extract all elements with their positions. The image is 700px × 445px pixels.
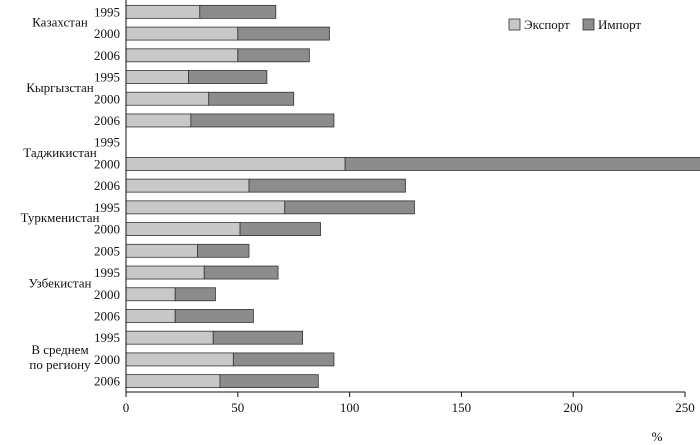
- x-tick-label: 150: [452, 400, 472, 415]
- import-bar: [232, 352, 335, 367]
- year-label: 2006: [94, 113, 121, 128]
- year-label: 2006: [94, 48, 121, 63]
- import-bar: [199, 4, 277, 19]
- export-bar: [125, 265, 205, 280]
- x-ticks-layer: 0 50 100 150 200 250: [123, 392, 695, 415]
- import-bar: [344, 157, 700, 171]
- year-labels-layer: 1995 2000 2006 1995 2000 2006 1995 2000 2006 1995…: [94, 4, 121, 388]
- import-bar: [203, 265, 279, 280]
- country-label-line: по региону: [29, 357, 91, 372]
- year-label: 1995: [94, 70, 120, 85]
- bars-layer: [125, 4, 700, 389]
- export-bar: [125, 157, 346, 171]
- year-label: 1995: [94, 265, 120, 280]
- x-tick-label: 200: [563, 400, 583, 415]
- export-bar: [125, 374, 221, 389]
- import-bar: [174, 309, 254, 323]
- legend-export-swatch: [508, 18, 521, 31]
- export-bar: [125, 309, 176, 323]
- import-bar: [237, 48, 310, 63]
- year-label: 2000: [94, 222, 120, 237]
- import-bar: [197, 243, 250, 258]
- export-bar: [125, 113, 192, 128]
- import-bar: [208, 91, 295, 106]
- country-label: Узбекистан: [28, 275, 91, 290]
- year-label: 2000: [94, 26, 120, 41]
- year-label: 1995: [94, 4, 120, 19]
- export-bar: [125, 243, 198, 258]
- x-axis-label: %: [652, 429, 663, 444]
- country-label: Таджикистан: [23, 145, 97, 160]
- x-tick-label: 0: [123, 400, 130, 415]
- country-label: Кыргызстан: [26, 80, 93, 95]
- import-bar: [219, 374, 319, 389]
- import-bar: [237, 26, 330, 41]
- country-label: Туркменистан: [21, 210, 100, 225]
- x-tick-label: 100: [340, 400, 360, 415]
- country-labels-layer: Казахстан Кыргызстан Таджикистан Туркменист…: [21, 15, 100, 372]
- export-bar: [125, 287, 176, 302]
- year-label: 2000: [94, 352, 120, 367]
- export-bar: [125, 178, 250, 193]
- legend-import-swatch: [582, 18, 595, 31]
- import-bar: [212, 330, 304, 345]
- year-label: 2005: [94, 243, 120, 258]
- import-bar: [190, 113, 335, 128]
- year-label: 1995: [94, 200, 120, 215]
- export-bar: [125, 222, 241, 236]
- legend-import-label: Импорт: [598, 17, 641, 32]
- export-bar: [125, 48, 239, 63]
- export-bar: [125, 4, 201, 19]
- export-bar: [125, 200, 286, 215]
- import-bar: [188, 70, 268, 84]
- export-bar: [125, 70, 190, 84]
- x-tick-label: 50: [231, 400, 244, 415]
- legend-export-label: Экспорт: [524, 17, 570, 32]
- import-bar: [284, 200, 415, 215]
- year-label: 2000: [94, 287, 120, 302]
- year-label: 2000: [94, 91, 120, 106]
- year-label: 2006: [94, 178, 121, 193]
- legend: Экспорт Импорт: [508, 17, 641, 32]
- export-bar: [125, 352, 234, 367]
- year-label: 1995: [94, 135, 120, 150]
- year-label: 2006: [94, 308, 121, 323]
- x-tick-label: 250: [675, 400, 695, 415]
- import-bar: [239, 222, 321, 236]
- export-bar: [125, 91, 210, 106]
- export-bar: [125, 26, 239, 41]
- year-label: 2006: [94, 374, 121, 389]
- year-label: 2000: [94, 156, 120, 171]
- import-bar: [248, 178, 406, 193]
- year-label: 1995: [94, 330, 120, 345]
- export-bar: [125, 330, 214, 345]
- country-label: Казахстан: [32, 15, 88, 30]
- import-bar: [174, 287, 216, 302]
- country-label-line: В среднем: [31, 342, 88, 357]
